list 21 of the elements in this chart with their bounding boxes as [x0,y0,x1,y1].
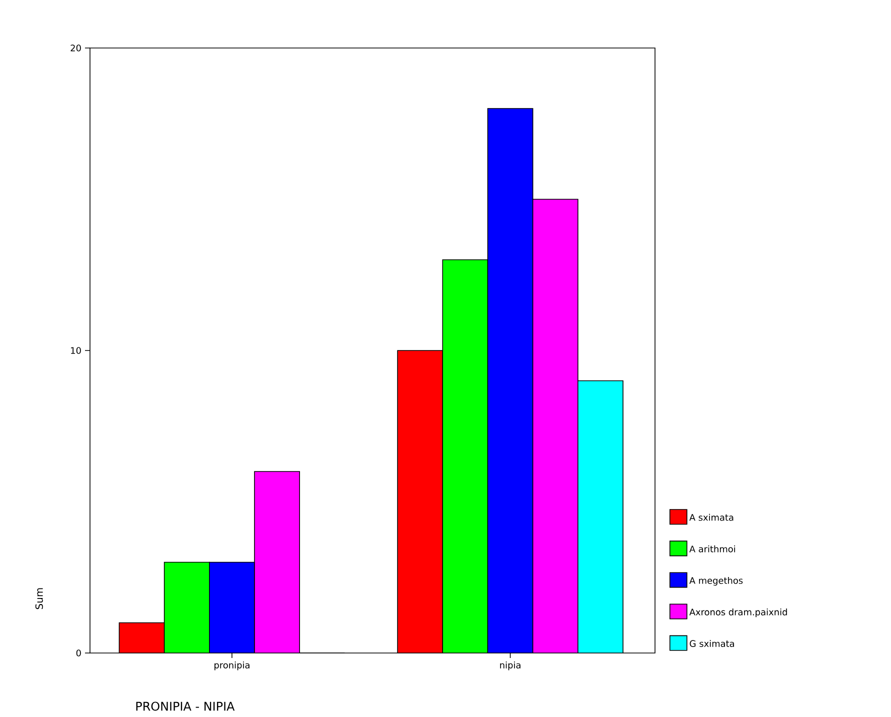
bar [578,380,624,653]
legend-label: A arithmoi [689,545,736,552]
x-tick-label: pronipia [214,662,250,670]
bar [532,198,578,653]
legend-label: A megethos [689,576,743,586]
bar [442,259,488,653]
bar [118,622,165,653]
bar [487,108,534,653]
bar [397,350,444,653]
legend-label: G sximata [690,640,734,647]
x-axis-title: PRONIPIA - NIPIA [136,702,235,711]
bar [209,562,255,653]
y-tick-label: 0 [76,650,81,656]
x-tick-label: nipia [500,662,520,670]
y-axis-title: Sum [35,588,43,610]
y-tick-label: 20 [70,44,81,52]
bar [254,471,300,653]
y-tick-label: 10 [71,347,81,354]
legend-label: A sximata [689,514,734,521]
bar [164,562,210,653]
legend-label: Axronos dram.paixnid [689,608,787,618]
